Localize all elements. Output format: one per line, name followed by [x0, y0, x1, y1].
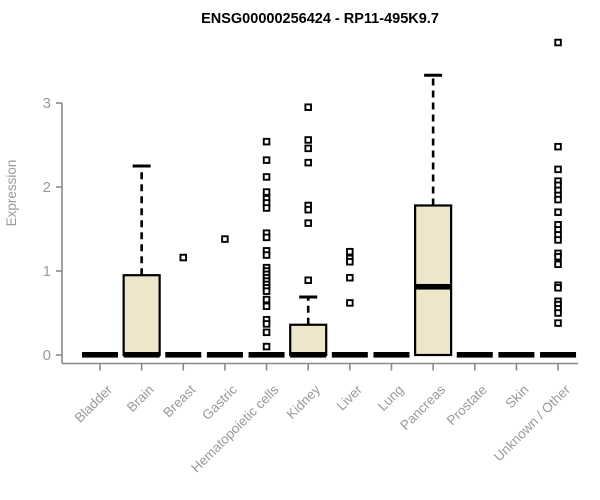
y-tick-label: 2 — [43, 179, 51, 196]
chart-title: ENSG00000256424 - RP11-495K9.7 — [201, 11, 439, 27]
outlier-point — [262, 251, 271, 259]
zero-median-bar — [165, 352, 202, 358]
outlier-point — [554, 142, 562, 151]
outlier-point — [554, 195, 562, 204]
zero-median-bar — [498, 352, 535, 358]
zero-median-bar — [540, 352, 577, 358]
outlier-point — [554, 38, 562, 47]
outlier-point — [304, 276, 312, 284]
x-tick-label: Liver — [334, 382, 366, 414]
outlier-point — [262, 320, 271, 328]
y-tick-label: 1 — [43, 263, 51, 280]
x-tick-label: Unknown / Other — [491, 382, 574, 465]
box — [122, 274, 161, 357]
outlier-point — [304, 158, 312, 167]
outlier-point — [262, 188, 271, 196]
outlier-point — [262, 342, 271, 351]
box — [289, 323, 328, 357]
outlier-point — [346, 299, 354, 307]
outlier-point — [554, 284, 562, 292]
zero-median-bar — [456, 352, 493, 358]
zero-median-bar — [82, 352, 118, 358]
zero-median-bar — [248, 352, 285, 358]
outlier-point — [304, 136, 312, 144]
x-tick-label: Skin — [502, 382, 531, 411]
outlier-point — [262, 173, 271, 181]
x-tick-label: Lung — [375, 382, 407, 414]
outlier-point — [304, 103, 312, 111]
x-tick-label: Bladder — [72, 382, 116, 426]
outlier-point — [221, 235, 229, 243]
zero-median-bar — [373, 352, 410, 358]
outlier-point — [554, 319, 562, 327]
outlier-point — [304, 219, 312, 227]
outlier-point — [346, 258, 354, 266]
outlier-point — [262, 295, 271, 304]
box — [414, 204, 453, 357]
y-tick-label: 0 — [43, 347, 51, 364]
outlier-point — [554, 309, 562, 317]
outlier-point — [262, 287, 271, 295]
outlier-point — [262, 233, 271, 242]
outlier-point — [554, 236, 562, 244]
outlier-point — [346, 273, 354, 282]
median-line — [123, 352, 160, 358]
outlier-point — [304, 205, 312, 214]
outlier-point — [554, 165, 562, 174]
outlier-point — [262, 204, 271, 212]
x-tick-label: Brain — [124, 382, 157, 415]
median-line — [415, 283, 452, 290]
x-tick-label: Pancreas — [397, 382, 448, 433]
outlier-point — [554, 260, 562, 269]
plot-area — [82, 38, 577, 358]
outlier-point — [346, 247, 354, 256]
outlier-point — [262, 137, 271, 146]
outlier-point — [304, 144, 312, 153]
y-axis-label: Expression — [4, 160, 19, 227]
x-tick-label: Kidney — [284, 382, 324, 422]
outlier-point — [554, 252, 562, 261]
outlier-point — [554, 208, 562, 216]
outlier-point — [262, 156, 271, 164]
outlier-point — [262, 302, 271, 311]
zero-median-bar — [206, 352, 243, 358]
x-tick-label: Breast — [160, 382, 198, 420]
y-tick-label: 3 — [43, 95, 51, 112]
zero-median-bar — [331, 352, 368, 358]
outlier-point — [179, 253, 188, 262]
x-tick-label: Gastric — [199, 382, 240, 423]
x-tick-label: Prostate — [444, 382, 490, 428]
median-line — [290, 352, 327, 358]
outlier-point — [262, 328, 271, 337]
